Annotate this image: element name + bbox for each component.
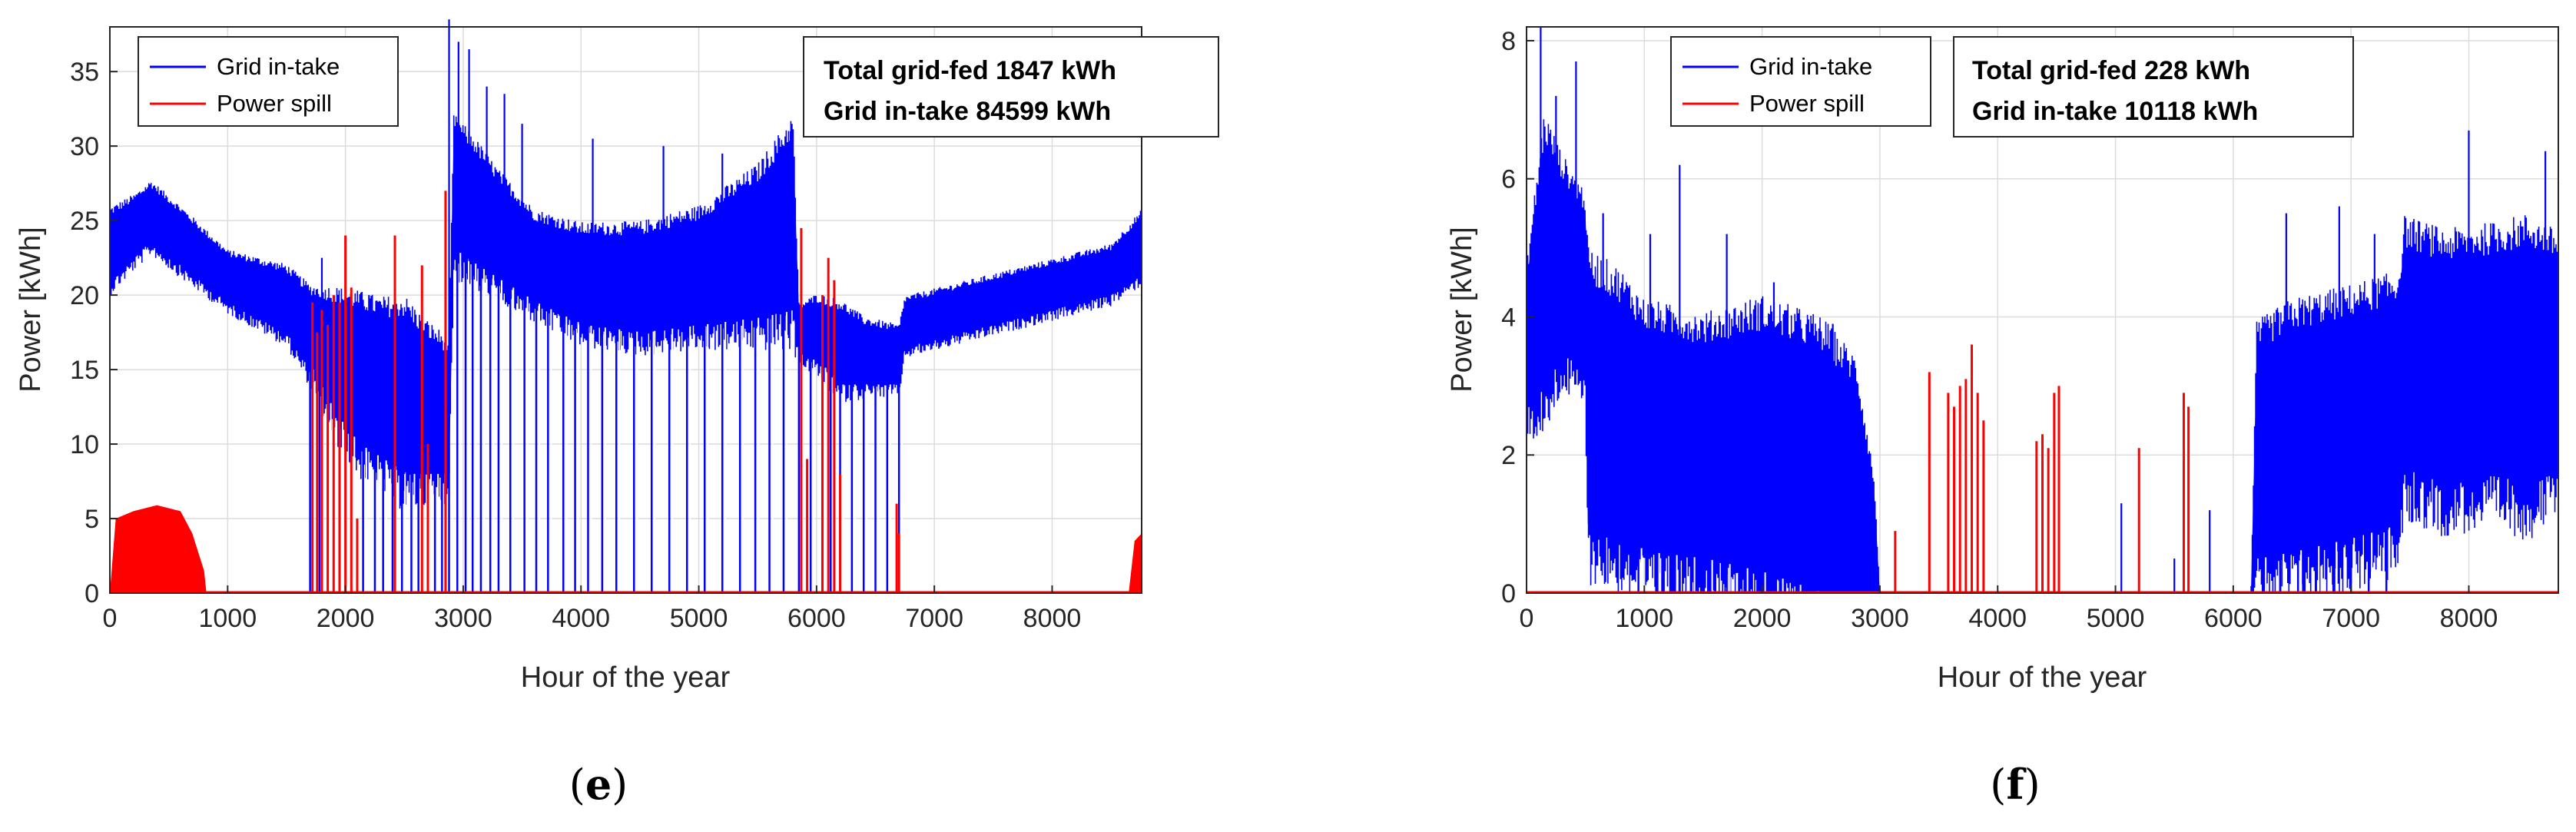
annotation-grid-intake-f: Grid in-take 10118 kWh: [1972, 97, 2258, 126]
x-tick-label: 8000: [2440, 604, 2498, 633]
x-tick-label: 3000: [1851, 604, 1909, 633]
y-axis-label-e: Power [kWh]: [15, 227, 47, 392]
annotation-grid-intake-e: Grid in-take 84599 kWh: [824, 97, 1111, 126]
legend-label-grid-intake-e: Grid in-take: [217, 53, 340, 80]
x-tick-label: 2000: [1733, 604, 1792, 633]
x-tick-label: 6000: [2204, 604, 2263, 633]
x-tick-label: 2000: [317, 604, 375, 633]
power-spill-region: [110, 505, 207, 593]
plot-frame-e: [109, 26, 1142, 594]
x-tick-label: 6000: [787, 604, 846, 633]
y-tick-label: 4: [1501, 303, 1516, 332]
annotation-total-grid-fed-e: Total grid-fed 1847 kWh: [824, 56, 1116, 85]
y-tick-label: 0: [1501, 579, 1516, 608]
y-tick-label: 25: [70, 207, 99, 236]
y-tick-label: 10: [70, 430, 99, 459]
chart-panel-e: 0 1000 2000 3000 4000 5000 6000 7000 8000 0 5 10 15 2…: [15, 19, 1219, 809]
annotation-total-grid-fed-f: Total grid-fed 228 kWh: [1972, 56, 2250, 85]
y-tick-label: 30: [70, 132, 99, 161]
annotation-box-e: Total grid-fed 1847 kWh Grid in-take 845…: [803, 36, 1219, 138]
legend-f: Grid in-take Power spill: [1670, 36, 1931, 127]
y-tick-label: 2: [1501, 441, 1516, 470]
chart-panel-f: 0 1000 2000 3000 4000 5000 6000 7000 8000 0 2 4 6 8 H…: [1446, 26, 2559, 809]
caption-f: (f): [1990, 760, 2040, 809]
series-layer-e: [109, 19, 1142, 594]
x-tick-label: 7000: [2322, 604, 2380, 633]
y-tick-label: 15: [70, 356, 99, 385]
y-tick-label: 35: [70, 58, 99, 87]
y-tick-label: 6: [1501, 165, 1516, 194]
x-tick-label: 8000: [1023, 604, 1082, 633]
legend-e: Grid in-take Power spill: [138, 36, 399, 127]
x-tick-label: 5000: [2087, 604, 2145, 633]
y-tick-label: 5: [85, 505, 99, 534]
x-tick-label: 1000: [198, 604, 257, 633]
caption-letter-e: e: [585, 760, 612, 809]
x-axis-label-e: Hour of the year: [521, 661, 731, 694]
caption-letter-f: f: [2006, 760, 2027, 809]
series-layer-f: [1526, 27, 2558, 594]
x-axis-label-f: Hour of the year: [1938, 661, 2147, 694]
annotation-box-f: Total grid-fed 228 kWh Grid in-take 1011…: [1953, 36, 2354, 138]
legend-label-grid-intake-f: Grid in-take: [1749, 53, 1872, 80]
x-tick-label: 4000: [552, 604, 610, 633]
plot-frame-f: [1526, 26, 2559, 594]
legend-label-power-spill-f: Power spill: [1749, 90, 1865, 117]
x-tick-label: 5000: [670, 604, 728, 633]
x-tick-label: 1000: [1615, 604, 1673, 633]
ticks-f: 0 1000 2000 3000 4000 5000 6000 7000 8000 0 2 4 6 8: [1501, 27, 2498, 633]
y-tick-label: 0: [85, 579, 99, 608]
power-spill-region: [1129, 533, 1142, 593]
x-tick-label: 7000: [905, 604, 963, 633]
y-axis-label-f: Power [kWh]: [1446, 227, 1478, 392]
caption-e: (e): [569, 760, 628, 809]
legend-label-power-spill-e: Power spill: [217, 90, 332, 117]
x-tick-label: 3000: [434, 604, 492, 633]
ticks-e: 0 1000 2000 3000 4000 5000 6000 7000 8000 0 5 10 15 2…: [70, 58, 1081, 633]
x-tick-label: 4000: [1968, 604, 2027, 633]
y-tick-label: 20: [70, 281, 99, 310]
y-tick-label: 8: [1501, 27, 1516, 56]
x-tick-label: 0: [103, 604, 118, 633]
x-tick-label: 0: [1520, 604, 1534, 633]
